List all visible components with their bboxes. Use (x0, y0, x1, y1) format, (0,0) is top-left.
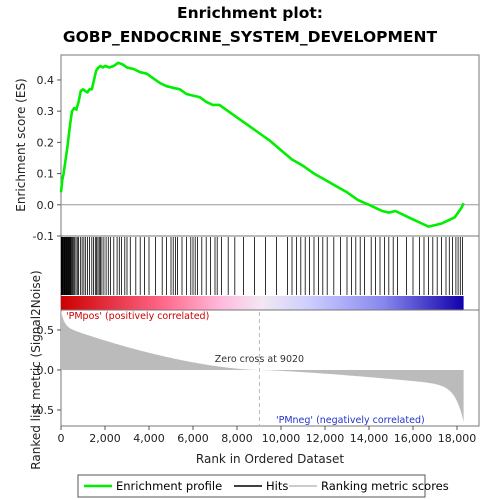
x-tick-label: 6,000 (177, 432, 209, 445)
x-axis-label: Rank in Ordered Dataset (196, 452, 344, 466)
x-tick-label: 10,000 (262, 432, 301, 445)
x-tick-label: 4,000 (133, 432, 165, 445)
rank-color-bar (61, 296, 464, 310)
chart-title-line2: GOBP_ENDOCRINE_SYSTEM_DEVELOPMENT (63, 28, 438, 46)
hit-markers (60, 237, 463, 295)
x-tick-label: 18,000 (438, 432, 477, 445)
metric-y-tick-label: -0.5 (33, 404, 54, 417)
metric-y-ticks: -0.5 0.0 0.5 (33, 324, 61, 417)
x-tick-label: 2,000 (89, 432, 121, 445)
metric-y-tick-label: 0.5 (37, 324, 55, 337)
x-tick-label: 8,000 (221, 432, 253, 445)
es-panel (60, 54, 480, 237)
neg-correlated-label: 'PMneg' (negatively correlated) (276, 415, 425, 426)
es-y-tick-label: 0.3 (37, 105, 55, 118)
metric-y-tick-label: 0.0 (37, 364, 55, 377)
es-y-tick-label: 0.1 (37, 168, 55, 181)
es-y-tick-label: -0.1 (33, 230, 54, 243)
zero-cross-label: Zero cross at 9020 (215, 354, 304, 365)
enrichment-profile-line (59, 61, 465, 228)
legend-enrichment-label: Enrichment profile (116, 479, 222, 493)
x-ticks: 0 2,000 4,000 6,000 8,000 10,000 12,000 14,000 1… (58, 426, 477, 445)
x-tick-label: 14,000 (350, 432, 389, 445)
chart-title-line1: Enrichment plot: (177, 4, 323, 22)
pos-correlated-label: 'PMpos' (positively correlated) (66, 311, 209, 322)
metric-y-axis-label: Ranked list metric (Signal2Noise) (29, 270, 43, 469)
ranking-metric-area (61, 310, 464, 422)
legend-hits-label: Hits (266, 479, 288, 493)
es-y-tick-label: 0.4 (37, 74, 55, 87)
es-y-tick-label: 0.0 (37, 199, 55, 212)
es-y-ticks: -0.1 0.0 0.1 0.2 0.3 0.4 (33, 74, 61, 243)
es-y-tick-label: 0.2 (37, 136, 55, 149)
x-tick-label: 16,000 (394, 432, 433, 445)
x-tick-label: 12,000 (306, 432, 345, 445)
legend-metric-label: Ranking metric scores (321, 479, 449, 493)
es-y-axis-label: Enrichment score (ES) (14, 78, 28, 211)
x-tick-label: 0 (58, 432, 65, 445)
